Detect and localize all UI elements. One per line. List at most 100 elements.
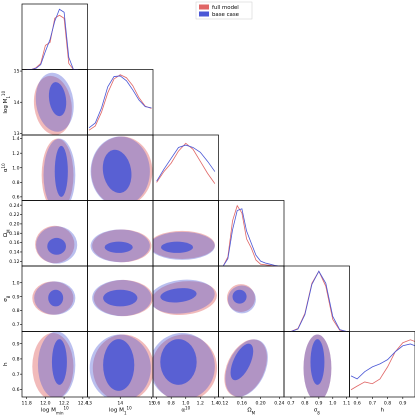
x-axis-1: 13 14 15 log M110 — [86, 397, 154, 415]
x-tick-label: 11.8 — [22, 401, 32, 407]
x-tick-label: 0.9 — [315, 401, 322, 407]
y-tick-label: 13 — [14, 131, 20, 137]
y-tick-label: 0.9 — [12, 294, 19, 300]
marginal-panel-1 — [87, 69, 154, 136]
panels-layer: 11.8 12.0 12.2 12.4 log Mmin10 13 14 15 log M110… — [1, 3, 415, 415]
marginal-panel-frame — [283, 265, 350, 332]
x-axis-label: log M110 — [109, 405, 132, 415]
legend-swatch-full — [199, 4, 209, 10]
x-axis-0: 11.8 12.0 12.2 12.4 log Mmin10 — [22, 397, 88, 415]
y-tick-label: 0.8 — [12, 357, 19, 363]
joint-panel-4-5 — [283, 331, 350, 398]
y-tick-label: 1.4 — [12, 136, 19, 142]
x-tick-label: 12.0 — [40, 401, 50, 407]
joint-panel-1-4 — [87, 265, 154, 332]
x-tick-label: 15 — [149, 401, 155, 407]
joint-panel-1-2 — [87, 134, 154, 201]
marginal-line-base — [290, 270, 347, 332]
marginal-line-full — [88, 74, 152, 131]
contour-base-inner — [102, 149, 132, 194]
x-tick-label: 0.7 — [369, 401, 376, 407]
y-tick-label: 0.24 — [9, 203, 19, 209]
marginal-line-full — [290, 270, 347, 332]
y-axis-label: σ8 — [3, 295, 11, 302]
marginal-panel-frame — [152, 134, 219, 201]
x-axis-3: 0.12 0.16 0.20 0.24 ΩM — [218, 397, 285, 415]
x-axis-label: α10 — [181, 405, 190, 414]
contour-base-inner — [48, 82, 67, 117]
marginal-panel-frame — [87, 69, 154, 136]
contour-base-inner — [160, 339, 197, 385]
y-tick-label: 1.0 — [12, 280, 19, 286]
y-tick-label: 0.12 — [9, 259, 19, 265]
marginal-line-base — [350, 343, 415, 380]
contour-base-inner — [51, 339, 67, 385]
y-axis-label: α10 — [1, 163, 10, 172]
marginal-line-base — [222, 208, 280, 267]
x-axis-label: log Mmin10 — [41, 405, 69, 415]
joint-panel-1-5 — [87, 331, 154, 398]
x-tick-label: 1.0 — [182, 401, 189, 407]
y-tick-label: 1.2 — [12, 151, 19, 157]
joint-panel-0-3 — [21, 200, 88, 267]
x-tick-label: 1.4 — [211, 401, 218, 407]
marginal-line-base — [26, 8, 79, 70]
x-tick-label: 0.6 — [353, 401, 360, 407]
y-tick-label: 0.7 — [12, 322, 19, 328]
x-axis-4: 0.7 0.8 0.9 1.0 1.1 σ8 — [287, 397, 350, 415]
contour-base-inner — [48, 289, 64, 307]
y-tick-label: 0.6 — [12, 387, 19, 393]
joint-panel-3-4 — [218, 265, 285, 332]
x-tick-label: 0.16 — [237, 401, 247, 407]
marginal-panel-5 — [349, 331, 415, 398]
y-tick-label: 0.9 — [12, 341, 19, 347]
joint-panel-2-4 — [152, 265, 219, 332]
y-tick-label: 0.20 — [9, 221, 19, 227]
contour-base-inner — [103, 289, 138, 307]
marginal-panel-4 — [283, 265, 350, 332]
legend-box — [195, 1, 253, 20]
y-tick-label: 0.14 — [9, 250, 19, 256]
x-tick-label: 0.6 — [153, 401, 160, 407]
joint-panel-0-5 — [21, 331, 88, 398]
x-tick-label: 1.2 — [197, 401, 204, 407]
marginal-panel-frame — [218, 200, 285, 267]
x-tick-label: 0.24 — [274, 401, 284, 407]
joint-panel-1-3 — [87, 200, 154, 267]
y-axis-2: 0.6 0.8 1.0 1.2 1.4 α10 — [1, 136, 22, 200]
y-axis-label: log M110 — [1, 90, 11, 113]
legend-label-full: full model — [212, 5, 239, 11]
y-tick-label: 0.6 — [12, 194, 19, 200]
x-tick-label: 12.4 — [78, 401, 88, 407]
marginal-line-full — [350, 339, 415, 391]
contour-base-inner — [47, 237, 66, 255]
y-tick-label: 1.0 — [12, 165, 19, 171]
y-tick-label: 14 — [14, 100, 20, 106]
contour-base-inner — [232, 289, 247, 304]
contour-base-inner — [230, 343, 254, 381]
y-tick-label: 0.22 — [9, 212, 19, 218]
x-tick-label: 0.8 — [168, 401, 175, 407]
contour-base-inner — [104, 241, 133, 253]
joint-panel-2-3 — [152, 200, 219, 267]
x-tick-label: 0.9 — [399, 401, 406, 407]
x-axis-label: σ8 — [314, 408, 321, 415]
y-axis-label: ΩM — [3, 229, 11, 237]
marginal-panel-3 — [218, 200, 285, 267]
marginal-line-full — [156, 142, 216, 184]
joint-panel-0-1 — [21, 69, 88, 136]
x-tick-label: 0.20 — [255, 401, 265, 407]
legend: full model base case — [195, 1, 253, 20]
contour-base-inner — [54, 145, 68, 197]
x-tick-label: 13 — [86, 401, 92, 407]
marginal-line-full — [222, 204, 280, 267]
x-tick-label: 0.8 — [384, 401, 391, 407]
y-tick-label: 0.8 — [12, 308, 19, 314]
y-axis-1: 13 14 15 log M110 — [1, 69, 22, 137]
joint-panel-0-2 — [21, 134, 88, 201]
y-tick-label: 0.8 — [12, 180, 19, 186]
legend-swatch-base — [199, 11, 209, 17]
y-tick-label: 0.16 — [9, 240, 19, 246]
x-axis-2: 0.6 0.8 1.0 1.2 1.4 α10 — [153, 397, 219, 414]
